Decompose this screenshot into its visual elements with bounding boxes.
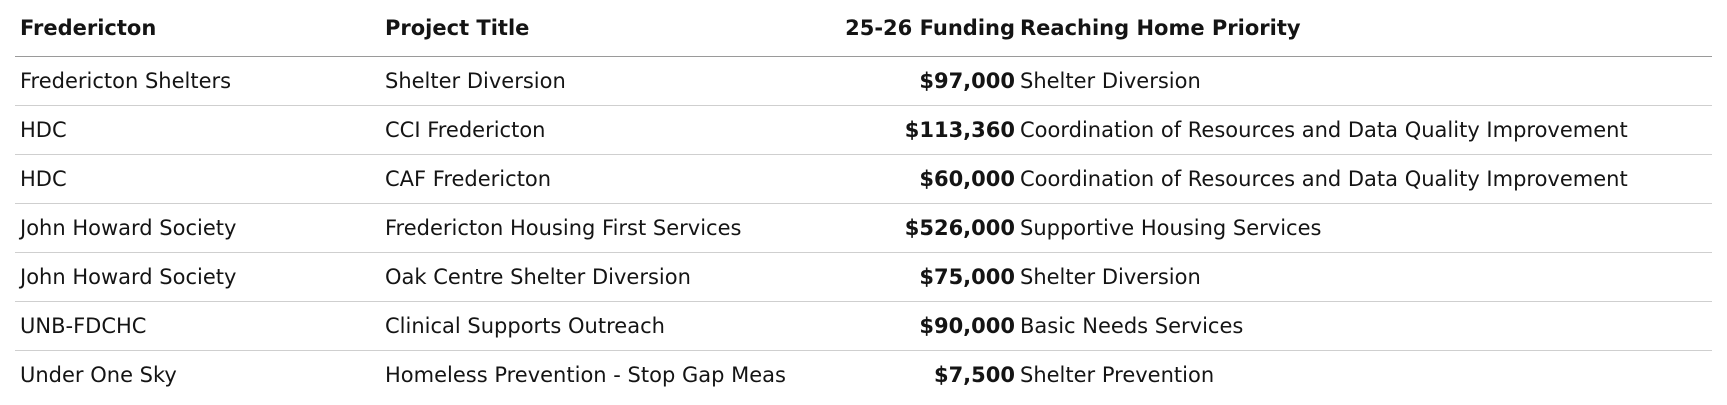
table-cell: Coordination of Resources and Data Quali… xyxy=(1015,154,1712,204)
header-cell: Reaching Home Priority xyxy=(1015,0,1712,57)
funding-cell: $75,000 xyxy=(828,252,1015,302)
table-row: Fredericton Shelters Shelter Diversion $97… xyxy=(15,56,1712,106)
table-row: Under One Sky Homeless Prevention - Stop … xyxy=(15,351,1712,400)
table-cell: Fredericton Shelters xyxy=(15,56,380,106)
table-cell: Supportive Housing Services xyxy=(1015,203,1712,253)
funding-cell: $526,000 xyxy=(828,203,1015,253)
table-cell: Shelter Prevention xyxy=(1020,363,1215,387)
funding-cell: $97,000 xyxy=(828,56,1015,106)
funding-cell: $60,000 xyxy=(828,154,1015,204)
table-row: HDC CCI Fredericton $113,360 Coordination o… xyxy=(15,105,1712,155)
funding-cell: $90,000 xyxy=(828,301,1015,351)
header-cell: 25-26 Funding xyxy=(828,0,1015,57)
table-cell: Oak Centre Shelter Diversion xyxy=(380,252,828,302)
table-cell: Coordination of Resources and Data Quali… xyxy=(1015,105,1712,155)
header-cell: Project Title xyxy=(380,0,828,57)
table-cell: Fredericton Housing First Services xyxy=(380,203,828,253)
table-header: Fredericton Project Title 25-26 Funding Rea… xyxy=(15,0,1712,57)
table-cell: CCI Fredericton xyxy=(380,105,828,155)
table-cell: Under One Sky xyxy=(20,363,177,387)
funding-cell: $7,500 xyxy=(933,363,1015,387)
table-cell: Clinical Supports Outreach xyxy=(380,301,828,351)
table-cell: UNB-FDCHC xyxy=(15,301,380,351)
table-cell: HDC xyxy=(15,105,380,155)
table-body: Fredericton Shelters Shelter Diversion $97… xyxy=(15,56,1712,400)
table-cell: Shelter Diversion xyxy=(380,56,828,106)
table-cell: John Howard Society xyxy=(15,203,380,253)
header-row: Fredericton Project Title 25-26 Funding Rea… xyxy=(15,0,1712,57)
table-cell: Shelter Diversion xyxy=(1015,252,1712,302)
table-row: John Howard Society Oak Centre Shelter Di… xyxy=(15,252,1712,302)
funding-cell: $113,360 xyxy=(828,105,1015,155)
table-cell: HDC xyxy=(15,154,380,204)
table-row: HDC CAF Fredericton $60,000 Coordination of… xyxy=(15,154,1712,204)
table-cell: CAF Fredericton xyxy=(380,154,828,204)
table-cell: Homeless Prevention - Stop Gap Meas xyxy=(385,363,786,387)
header-cell: Fredericton xyxy=(15,0,380,57)
table-row: John Howard Society Fredericton Housing F… xyxy=(15,203,1712,253)
table-cell: Shelter Diversion xyxy=(1015,56,1712,106)
table-cell: John Howard Society xyxy=(15,252,380,302)
funding-table: Fredericton Project Title 25-26 Funding Rea… xyxy=(15,0,1712,399)
table-row: UNB-FDCHC Clinical Supports Outreach $90,0… xyxy=(15,301,1712,351)
table-cell: Basic Needs Services xyxy=(1015,301,1712,351)
